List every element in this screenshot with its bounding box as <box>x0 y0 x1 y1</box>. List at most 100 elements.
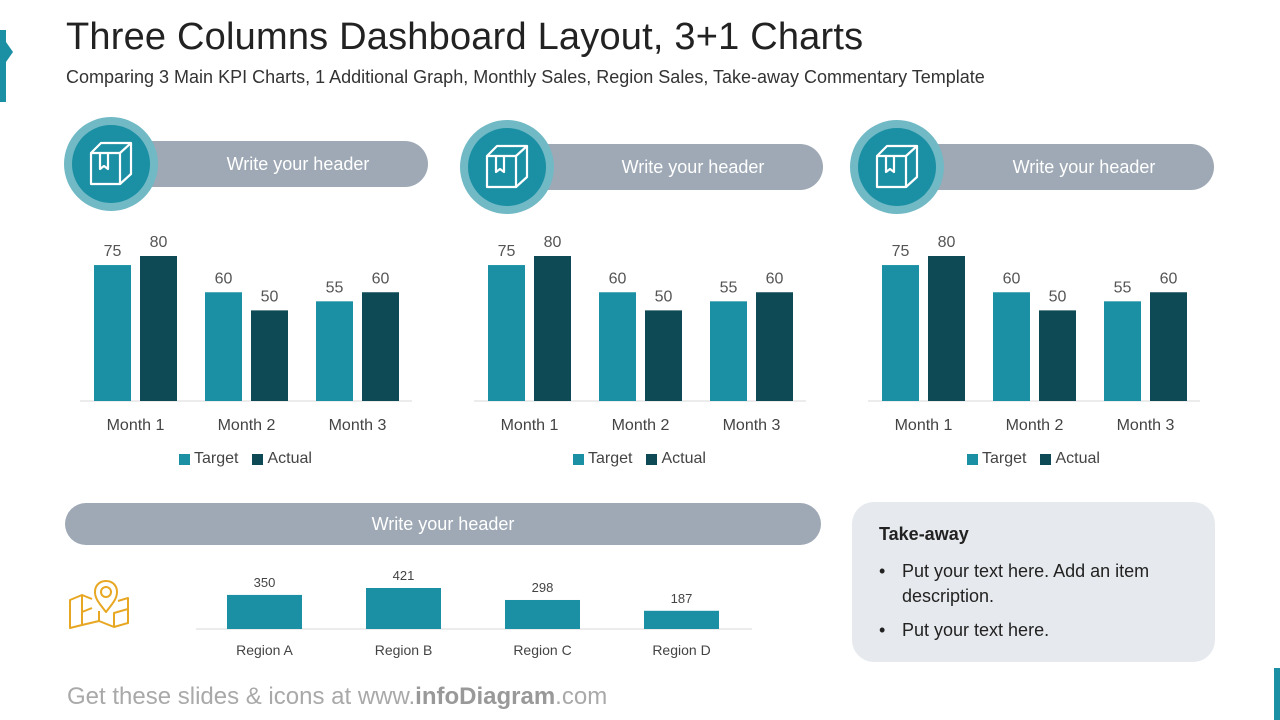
legend-swatch-actual <box>1040 453 1052 465</box>
bar-region <box>227 594 302 629</box>
map-pin-icon <box>69 580 129 629</box>
data-label: 50 <box>655 288 673 305</box>
accent-bar <box>0 30 6 102</box>
data-label: 421 <box>393 568 415 583</box>
data-label: 55 <box>720 279 738 296</box>
bar-actual <box>140 256 177 401</box>
bar-target <box>316 301 353 401</box>
x-tick-label: Region A <box>236 642 293 658</box>
x-tick-label: Region C <box>513 642 571 658</box>
legend-item-target: Target <box>573 450 632 468</box>
x-tick-label: Month 2 <box>612 417 670 434</box>
data-label: 55 <box>326 279 344 296</box>
legend-swatch-target <box>573 453 584 465</box>
data-label: 60 <box>372 270 390 287</box>
kpi-chart-1-svg: 75 80 Month 1 60 50 Month 2 55 60 Month 3 <box>80 234 412 434</box>
kpi-chart-2: 75 80 Month 1 60 50 Month 2 55 60 Month 3 <box>472 222 812 440</box>
x-tick-label: Month 2 <box>218 417 276 434</box>
legend-label-target: Target <box>982 450 1027 467</box>
bar-target <box>993 292 1030 401</box>
kpi-legend-3: Target Actual <box>967 450 1100 468</box>
kpi-icon-badge-1 <box>64 117 158 211</box>
bar-actual <box>362 292 399 401</box>
x-tick-label: Month 2 <box>1006 417 1064 434</box>
legend-item-actual: Actual <box>1040 450 1100 468</box>
bar-target <box>882 265 919 401</box>
data-label: 50 <box>1049 288 1067 305</box>
legend-swatch-actual <box>252 453 264 465</box>
legend-swatch-target <box>967 453 978 465</box>
bar-actual <box>1039 310 1076 401</box>
bar-actual <box>251 310 288 401</box>
region-chart-svg: 350 Region A 421 Region B 298 Region C 187 Regi… <box>196 568 752 658</box>
legend-swatch-actual <box>646 453 658 465</box>
kpi-chart-1: 75 80 Month 1 60 50 Month 2 55 60 Month 3 <box>78 222 418 440</box>
legend-label-actual: Actual <box>267 450 312 467</box>
bar-actual <box>928 256 965 401</box>
bar-region <box>644 610 719 629</box>
footer-brand: infoDiagram <box>415 683 556 710</box>
corner-accent-bar <box>1274 668 1280 720</box>
page-title: Three Columns Dashboard Layout, 3+1 Char… <box>66 16 864 58</box>
data-label: 55 <box>1114 279 1132 296</box>
legend-item-target: Target <box>179 450 238 468</box>
x-tick-label: Month 1 <box>895 417 953 434</box>
legend-item-actual: Actual <box>646 450 706 468</box>
box-icon <box>485 144 529 189</box>
bar-target <box>94 265 131 401</box>
page-subtitle: Comparing 3 Main KPI Charts, 1 Additiona… <box>66 67 985 87</box>
box-icon <box>875 144 919 189</box>
bar-actual <box>645 310 682 401</box>
footer-credit: Get these slides & icons at www.infoDiag… <box>67 683 607 711</box>
data-label: 75 <box>892 243 910 260</box>
x-tick-label: Region D <box>652 642 710 658</box>
takeaway-item-1: Put your text here. Add an item descript… <box>879 559 1191 609</box>
bar-target <box>488 265 525 401</box>
kpi-legend-2: Target Actual <box>573 450 706 468</box>
kpi-chart-2-svg: 75 80 Month 1 60 50 Month 2 55 60 Month 3 <box>474 234 806 434</box>
x-tick-label: Month 3 <box>723 417 781 434</box>
takeaway-list: Put your text here. Add an item descript… <box>879 559 1191 643</box>
bar-actual <box>534 256 571 401</box>
x-tick-label: Month 1 <box>501 417 559 434</box>
legend-label-target: Target <box>588 450 633 467</box>
data-label: 60 <box>609 270 627 287</box>
takeaway-item-2: Put your text here. <box>879 618 1191 643</box>
legend-swatch-target <box>179 453 190 465</box>
footer-prefix: Get these slides & icons at www. <box>67 683 416 710</box>
x-tick-label: Month 3 <box>329 417 387 434</box>
footer-suffix: .com <box>555 683 608 710</box>
kpi-chart-3-svg: 75 80 Month 1 60 50 Month 2 55 60 Month 3 <box>868 234 1200 434</box>
accent-tick <box>6 42 13 62</box>
kpi-icon-badge-2 <box>460 120 554 214</box>
bar-region <box>505 599 580 629</box>
data-label: 60 <box>215 270 233 287</box>
data-label: 350 <box>254 575 276 590</box>
kpi-icon-badge-3 <box>850 120 944 214</box>
data-label: 298 <box>532 580 554 595</box>
kpi-chart-3: 75 80 Month 1 60 50 Month 2 55 60 Month 3 <box>866 222 1206 440</box>
data-label: 80 <box>150 234 168 251</box>
region-chart: 350 Region A 421 Region B 298 Region C 187 Regi… <box>190 560 760 666</box>
legend-item-actual: Actual <box>252 450 312 468</box>
bar-target <box>710 301 747 401</box>
region-header: Write your header <box>65 503 821 545</box>
kpi-header-2: Write your header <box>523 144 823 190</box>
kpi-legend-1: Target Actual <box>179 450 312 468</box>
bar-target <box>205 292 242 401</box>
kpi-header-1: Write your header <box>128 141 428 187</box>
takeaway-title: Take-away <box>879 524 969 544</box>
bar-region <box>366 588 441 629</box>
data-label: 60 <box>1003 270 1021 287</box>
bar-target <box>1104 301 1141 401</box>
data-label: 60 <box>1160 270 1178 287</box>
x-tick-label: Month 1 <box>107 417 165 434</box>
data-label: 75 <box>498 243 516 260</box>
bar-actual <box>756 292 793 401</box>
bar-target <box>599 292 636 401</box>
data-label: 80 <box>938 234 956 251</box>
x-tick-label: Region B <box>375 642 433 658</box>
x-tick-label: Month 3 <box>1117 417 1175 434</box>
box-icon <box>89 141 133 186</box>
legend-label-target: Target <box>194 450 239 467</box>
